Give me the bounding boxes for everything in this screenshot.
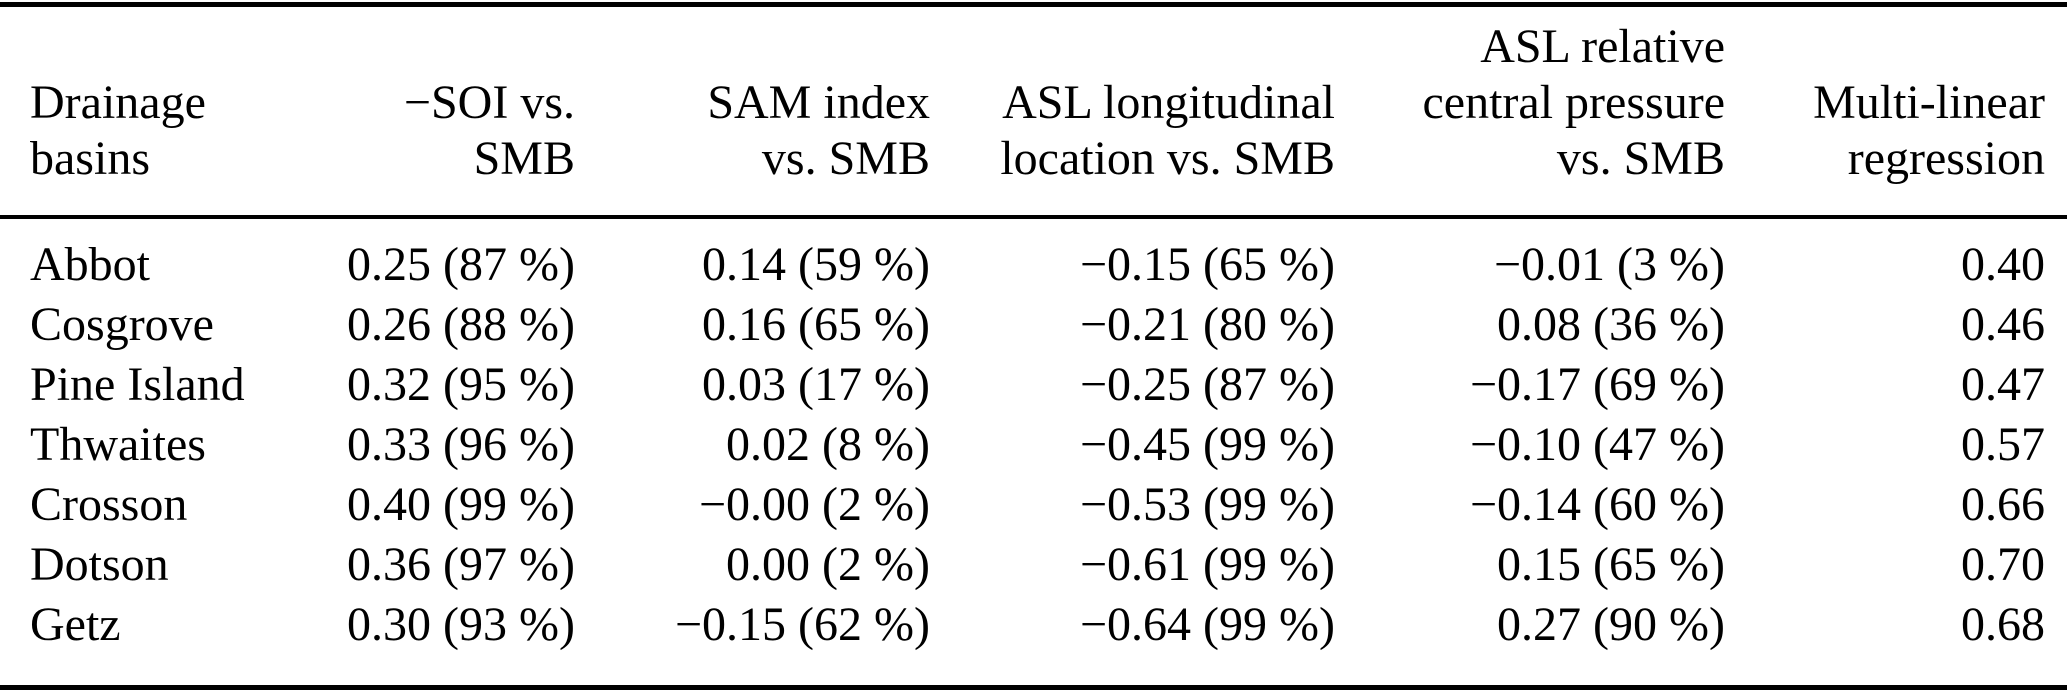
table-row: Getz 0.30 (93 %) −0.15 (62 %) −0.64 (99 %) 0… [0, 595, 2067, 688]
cell-basin: Getz [30, 598, 121, 651]
cell-basin: Dotson [30, 538, 169, 591]
cell-asl_lon: −0.61 (99 %) [1079, 538, 1335, 591]
cell-asl_cp: 0.08 (36 %) [1497, 298, 1725, 351]
cell-mlr: 0.46 [1961, 298, 2045, 351]
cell-asl_cp: 0.27 (90 %) [1497, 598, 1725, 651]
table-row: Dotson 0.36 (97 %) 0.00 (2 %) −0.61 (99 %) 0… [0, 535, 2067, 595]
table-header: Drainage basins −SOI vs. SMB SAM index vs. SM… [0, 5, 2067, 218]
cell-basin: Abbot [30, 238, 150, 291]
table-body: Abbot 0.25 (87 %) 0.14 (59 %) −0.15 (65 %) −… [0, 217, 2067, 688]
cell-asl_lon: −0.53 (99 %) [1079, 478, 1335, 531]
table-row: Abbot 0.25 (87 %) 0.14 (59 %) −0.15 (65 %) −… [0, 217, 2067, 295]
cell-sam: 0.02 (8 %) [726, 418, 930, 471]
cell-sam: 0.03 (17 %) [702, 358, 930, 411]
cell-basin: Pine Island [30, 358, 245, 411]
table-header-row: Drainage basins −SOI vs. SMB SAM index vs. SM… [0, 5, 2067, 218]
cell-sam: 0.00 (2 %) [726, 538, 930, 591]
column-header-line: vs. SMB [761, 132, 930, 185]
column-header-mlr: Multi-linear regression [1725, 5, 2067, 218]
cell-soi: 0.40 (99 %) [347, 478, 575, 531]
cell-soi: 0.30 (93 %) [347, 598, 575, 651]
cell-asl_lon: −0.21 (80 %) [1079, 298, 1335, 351]
column-header-line: Multi-linear [1813, 76, 2045, 129]
cell-mlr: 0.57 [1961, 418, 2045, 471]
cell-asl_lon: −0.15 (65 %) [1079, 238, 1335, 291]
cell-basin: Thwaites [30, 418, 206, 471]
cell-asl_cp: 0.15 (65 %) [1497, 538, 1725, 591]
table-row: Thwaites 0.33 (96 %) 0.02 (8 %) −0.45 (99 %… [0, 415, 2067, 475]
cell-sam: −0.00 (2 %) [698, 478, 930, 531]
table-row: Pine Island 0.32 (95 %) 0.03 (17 %) −0.25 (… [0, 355, 2067, 415]
cell-soi: 0.26 (88 %) [347, 298, 575, 351]
column-header-line: SAM index [707, 76, 930, 129]
table-row: Cosgrove 0.26 (88 %) 0.16 (65 %) −0.21 (80 … [0, 295, 2067, 355]
column-header-line: ASL relative [1480, 20, 1725, 73]
column-header-line: location vs. SMB [1000, 132, 1335, 185]
column-header-sam: SAM index vs. SMB [575, 5, 930, 218]
cell-asl_lon: −0.64 (99 %) [1079, 598, 1335, 651]
cell-soi: 0.32 (95 %) [347, 358, 575, 411]
column-header-basin: Drainage basins [0, 5, 335, 218]
cell-asl_cp: −0.17 (69 %) [1469, 358, 1725, 411]
cell-basin: Cosgrove [30, 298, 214, 351]
column-header-line: SMB [473, 132, 575, 185]
column-header-line: regression [1847, 132, 2045, 185]
table-row: Crosson 0.40 (99 %) −0.00 (2 %) −0.53 (99 %… [0, 475, 2067, 535]
cell-mlr: 0.68 [1961, 598, 2045, 651]
cell-soi: 0.25 (87 %) [347, 238, 575, 291]
cell-mlr: 0.70 [1961, 538, 2045, 591]
cell-mlr: 0.66 [1961, 478, 2045, 531]
column-header-line: basins [30, 132, 150, 185]
cell-asl_lon: −0.45 (99 %) [1079, 418, 1335, 471]
cell-basin: Crosson [30, 478, 188, 531]
cell-sam: 0.14 (59 %) [702, 238, 930, 291]
column-header-line: −SOI vs. [403, 76, 575, 129]
column-header-asl_cp: ASL relative central pressure vs. SMB [1335, 5, 1725, 218]
cell-sam: −0.15 (62 %) [674, 598, 930, 651]
cell-soi: 0.33 (96 %) [347, 418, 575, 471]
column-header-asl_lon: ASL longitudinal location vs. SMB [930, 5, 1335, 218]
cell-asl_cp: −0.14 (60 %) [1469, 478, 1725, 531]
column-header-soi: −SOI vs. SMB [335, 5, 575, 218]
cell-asl_lon: −0.25 (87 %) [1079, 358, 1335, 411]
cell-mlr: 0.40 [1961, 238, 2045, 291]
column-header-line: ASL longitudinal [1002, 76, 1335, 129]
cell-asl_cp: −0.01 (3 %) [1493, 238, 1725, 291]
column-header-line: Drainage [30, 76, 206, 129]
cell-mlr: 0.47 [1961, 358, 2045, 411]
column-header-line: vs. SMB [1556, 132, 1725, 185]
cell-sam: 0.16 (65 %) [702, 298, 930, 351]
column-header-line: central pressure [1422, 76, 1725, 129]
cell-soi: 0.36 (97 %) [347, 538, 575, 591]
cell-asl_cp: −0.10 (47 %) [1469, 418, 1725, 471]
